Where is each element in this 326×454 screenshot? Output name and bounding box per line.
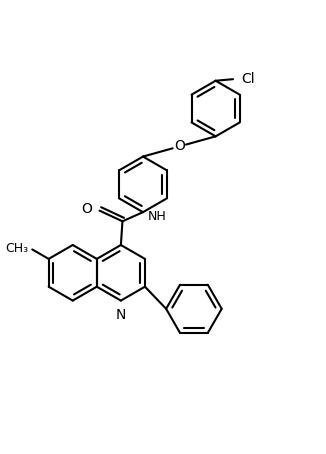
- Text: N: N: [116, 307, 126, 321]
- Text: O: O: [82, 202, 93, 216]
- Text: CH₃: CH₃: [5, 242, 28, 255]
- Text: O: O: [174, 139, 185, 153]
- Text: NH: NH: [148, 210, 167, 222]
- Text: Cl: Cl: [241, 72, 255, 86]
